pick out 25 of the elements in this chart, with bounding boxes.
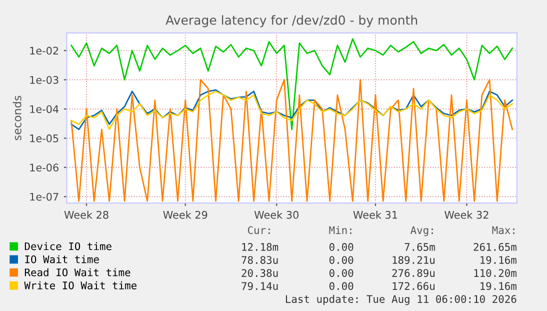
y-tick-label: 1e-07: [30, 192, 58, 201]
y-tick-label: 1e-06: [30, 164, 58, 172]
x-tick-label: Week 28: [64, 210, 108, 219]
y-tick-label: 1e-04: [30, 105, 59, 114]
chart-title: Average latency for /dev/zd0 - by month: [166, 15, 418, 28]
text: Cur: Min: Avg: Max:: [248, 226, 514, 236]
line-series: [70, 38, 514, 130]
x-tick-label: Week 29: [163, 210, 208, 219]
legend-label: Write IO Wait time: [24, 281, 136, 290]
y-tick-label: 1e-05: [30, 134, 58, 142]
y-tick-label: 1e-03: [30, 76, 58, 84]
y-axis-title: seconds: [12, 96, 22, 140]
legend-label: Read IO Wait time: [24, 268, 130, 276]
legend-label: Device IO time: [24, 242, 112, 250]
text: 12.18m 0.00 7.65m 261.65m: [242, 243, 516, 251]
x-tick-label: Week 31: [353, 210, 398, 219]
text: 79.14u 0.00 172.66u 19.16m: [242, 282, 516, 290]
x-tick-label: Week 30: [254, 210, 298, 219]
text: Last update: Tue Aug 11 06:00:10 2026: [286, 294, 516, 306]
text: 20.38u 0.00 276.89u 110.20m: [242, 269, 516, 277]
y-tick-label: 1e-02: [30, 46, 58, 55]
line-series: [70, 79, 514, 202]
text: 78.83u 0.00 189.21u 19.16m: [242, 256, 516, 264]
legend-label: IO Wait time: [25, 255, 99, 264]
x-tick-label: Week 32: [444, 210, 488, 219]
